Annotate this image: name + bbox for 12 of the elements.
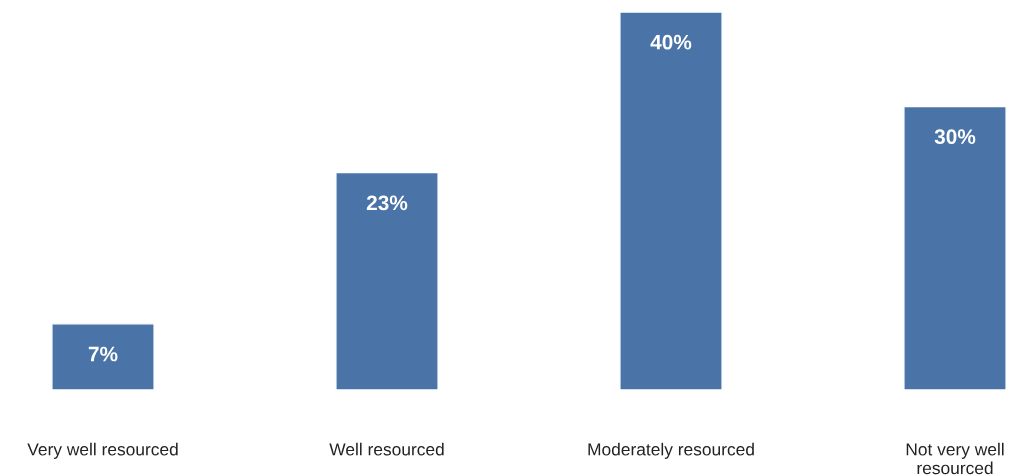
- bar: [335, 171, 439, 390]
- bar: [619, 11, 723, 390]
- data-label: 23%: [366, 195, 408, 211]
- x-tick-label: Very well resourced: [27, 442, 178, 459]
- data-label: 7%: [88, 346, 118, 362]
- data-label: 40%: [650, 34, 692, 50]
- x-tick-label: Well resourced: [329, 442, 444, 456]
- x-tick-label: Moderately resourced: [588, 442, 754, 459]
- bar: [51, 323, 155, 390]
- data-label: 30%: [934, 129, 976, 145]
- bar: [903, 105, 1007, 390]
- x-tick-label: Not very well resourced: [906, 442, 1004, 475]
